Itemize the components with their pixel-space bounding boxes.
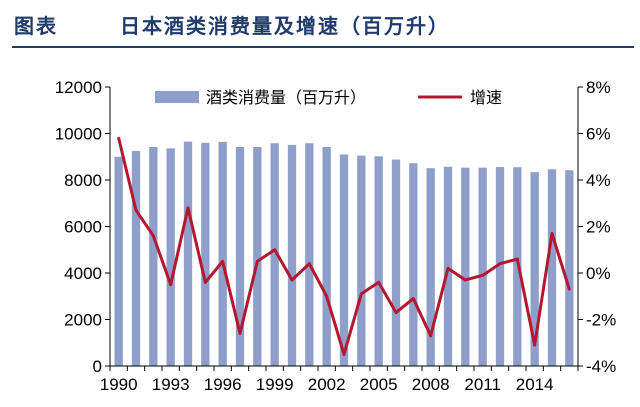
x-tick-label: 1990 xyxy=(100,375,138,394)
x-tick-label: 1999 xyxy=(256,375,294,394)
bar-2007 xyxy=(409,163,418,366)
x-tick-label: 2002 xyxy=(308,375,346,394)
growth-point-2002 xyxy=(325,294,329,298)
y-left-tick-label: 0 xyxy=(93,357,102,376)
growth-point-1999 xyxy=(273,248,277,252)
growth-point-2009 xyxy=(446,266,450,270)
legend-label-bars: 酒类消费量（百万升） xyxy=(206,89,366,107)
bar-2011 xyxy=(478,167,487,366)
bar-2001 xyxy=(305,143,314,366)
growth-point-2008 xyxy=(429,334,433,338)
growth-point-2014 xyxy=(533,343,537,347)
y-left-tick-label: 10000 xyxy=(55,125,102,144)
bar-2015 xyxy=(547,169,557,366)
y-right-tick-label: 6% xyxy=(586,125,611,144)
bar-1990 xyxy=(114,156,123,366)
y-right-tick-label: 4% xyxy=(586,171,611,190)
growth-point-2011 xyxy=(481,273,485,277)
bar-2005 xyxy=(374,156,383,366)
growth-point-2013 xyxy=(515,257,519,261)
figure-label: 图表 xyxy=(14,14,58,38)
bar-1993 xyxy=(166,148,175,366)
x-tick-label: 2008 xyxy=(412,375,450,394)
x-tick-label: 2014 xyxy=(516,375,554,394)
bar-2009 xyxy=(443,166,453,366)
bar-2003 xyxy=(339,154,349,366)
bar-1991 xyxy=(131,150,141,366)
bar-2000 xyxy=(287,144,297,366)
growth-point-2005 xyxy=(377,280,381,284)
growth-point-1990 xyxy=(117,136,121,140)
growth-point-1991 xyxy=(134,208,138,212)
growth-point-2003 xyxy=(342,352,346,356)
growth-point-1995 xyxy=(203,280,207,284)
chart-header: 图表 日本酒类消费量及增速（百万升） xyxy=(0,0,640,52)
x-tick-label: 2011 xyxy=(464,375,501,394)
y-left-tick-label: 12000 xyxy=(55,78,102,97)
y-right-tick-label: -2% xyxy=(586,311,616,330)
bar-1995 xyxy=(201,142,210,366)
x-tick-label: 2005 xyxy=(360,375,398,394)
bar-1996 xyxy=(218,141,227,366)
y-left-tick-label: 8000 xyxy=(64,171,102,190)
growth-point-2004 xyxy=(359,292,363,296)
y-right-tick-label: 2% xyxy=(586,218,611,237)
growth-point-2006 xyxy=(394,311,398,314)
growth-point-1996 xyxy=(221,259,225,263)
bar-1998 xyxy=(253,146,262,366)
growth-point-2001 xyxy=(307,262,311,266)
growth-point-1993 xyxy=(169,283,173,287)
x-tick-label: 1996 xyxy=(204,375,242,394)
chart-title: 日本酒类消费量及增速（百万升） xyxy=(120,14,450,38)
y-right-tick-label: 0% xyxy=(586,264,611,283)
growth-point-1997 xyxy=(238,332,242,335)
bar-1999 xyxy=(270,143,279,366)
y-right-tick-label: -4% xyxy=(586,357,616,376)
bar-2014 xyxy=(530,172,539,366)
bar-1992 xyxy=(149,146,158,366)
growth-point-2015 xyxy=(550,232,554,235)
growth-point-1994 xyxy=(186,206,190,210)
growth-point-2012 xyxy=(498,262,502,266)
bar-1997 xyxy=(235,146,245,366)
legend-label-line: 增速 xyxy=(470,89,502,107)
x-tick-label: 1993 xyxy=(152,375,190,394)
bar-2004 xyxy=(357,155,366,366)
legend-swatch-bars xyxy=(155,91,199,103)
bar-2010 xyxy=(461,167,470,366)
bar-2002 xyxy=(322,146,331,366)
header-rule xyxy=(12,46,634,48)
y-left-tick-label: 6000 xyxy=(64,218,102,237)
y-left-tick-label: 2000 xyxy=(64,311,102,330)
bar-2016 xyxy=(565,170,574,366)
bar-2008 xyxy=(426,168,435,366)
growth-point-2010 xyxy=(463,278,467,282)
growth-point-1992 xyxy=(151,234,155,238)
growth-point-2007 xyxy=(411,297,415,300)
y-left-tick-label: 4000 xyxy=(64,264,102,283)
growth-point-2016 xyxy=(567,287,571,291)
growth-point-2000 xyxy=(290,278,294,282)
y-right-tick-label: 8% xyxy=(586,78,611,97)
bar-1994 xyxy=(183,141,193,366)
bar-2006 xyxy=(391,159,401,366)
bar-2012 xyxy=(495,166,505,366)
growth-point-1998 xyxy=(255,259,259,263)
